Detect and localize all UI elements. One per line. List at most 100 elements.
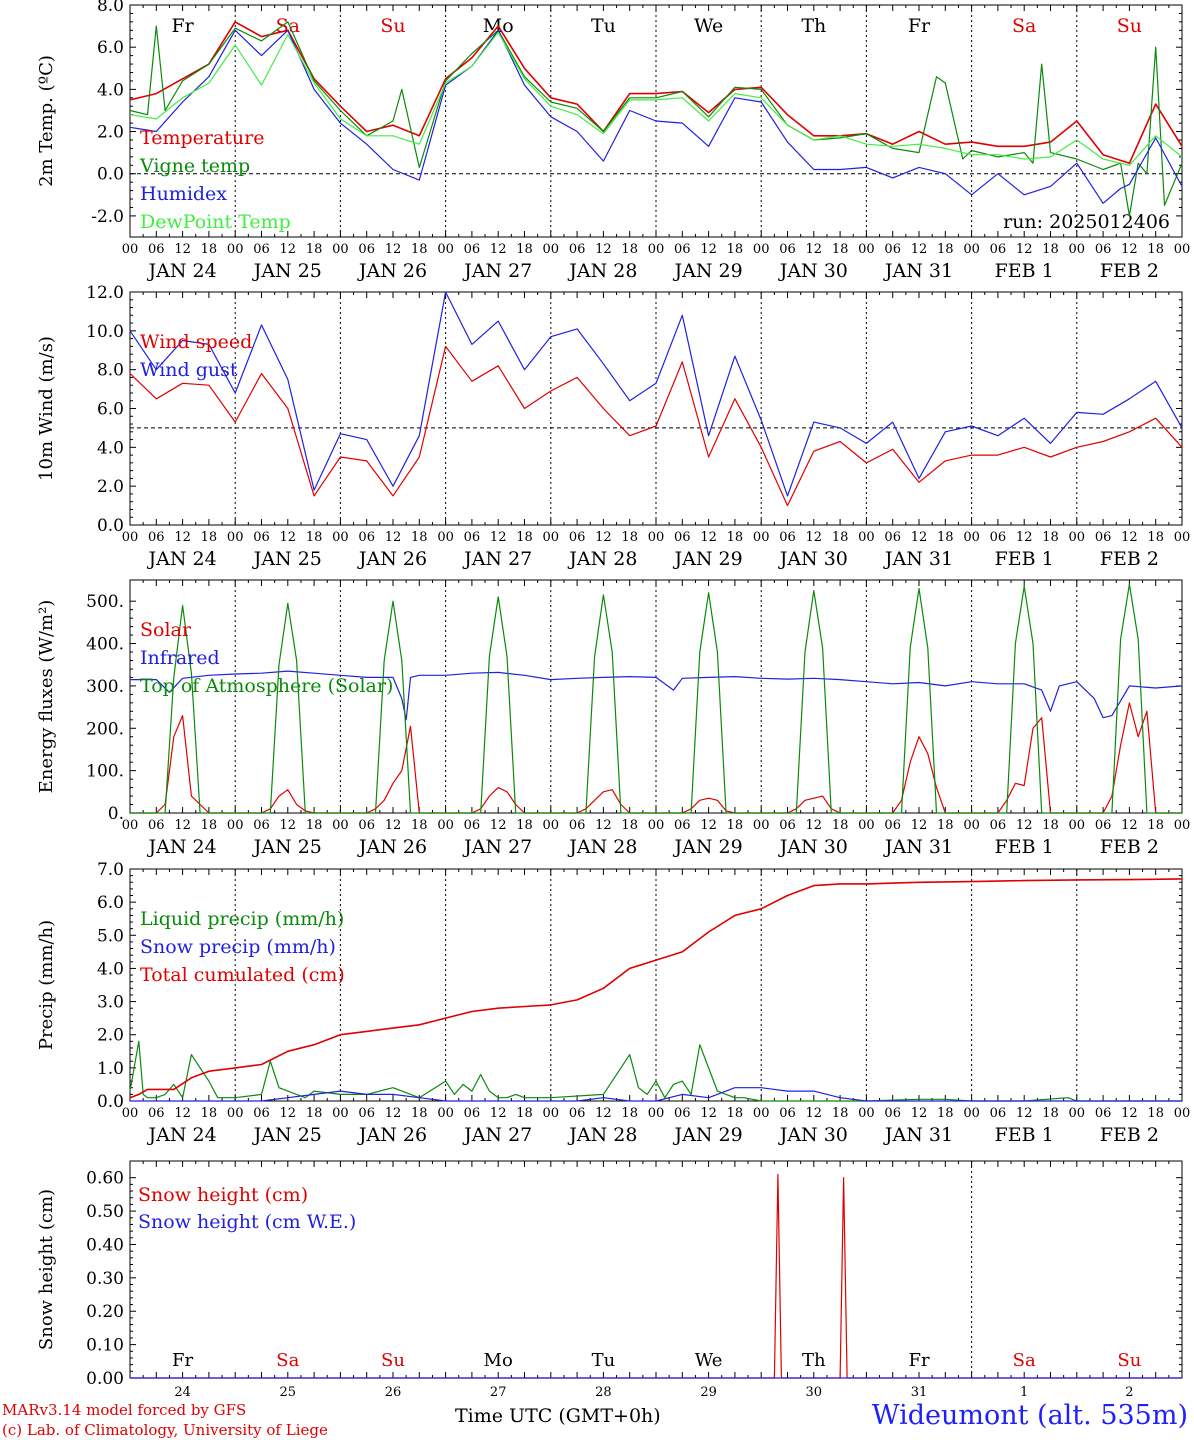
y-tick-label: 4.0 (97, 959, 124, 979)
hour-tick-label: 00 (963, 242, 980, 257)
hour-tick-label: 12 (385, 242, 402, 257)
day-label: JAN 30 (778, 836, 848, 858)
y-tick-label: 0.60 (86, 1169, 124, 1189)
series-line-precip-2 (129, 878, 1183, 1099)
hour-tick-label: 00 (858, 530, 875, 545)
hour-tick-label: 00 (648, 818, 665, 833)
hour-tick-label: 18 (516, 242, 533, 257)
panel-wind: 0.0 2.0 4.0 6.0 8.0 10.0 12.0 10m Wind (m/s) 00 0… (36, 283, 1190, 570)
hour-tick-label: 06 (569, 530, 586, 545)
y-axis-label: Energy fluxes (W/m²) (36, 600, 57, 794)
legend-entry: Top of Atmosphere (Solar) (140, 675, 393, 697)
hour-tick-label: 12 (490, 1106, 507, 1121)
day-label: JAN 24 (147, 260, 217, 282)
hour-tick-label: 18 (1042, 242, 1059, 257)
hour-tick-label: 06 (990, 1106, 1007, 1121)
hour-tick-label: 00 (753, 818, 770, 833)
hour-tick-label: 00 (753, 530, 770, 545)
credit-line-lab: (c) Lab. of Climatology, University of L… (2, 1421, 328, 1439)
y-tick-label: 400. (86, 635, 124, 655)
weekday-label: Tu (592, 1350, 616, 1371)
hour-tick-label: 06 (148, 530, 165, 545)
weekday-label: Su (1117, 1350, 1141, 1371)
day-label: JAN 28 (567, 836, 637, 858)
legend-entry: Liquid precip (mm/h) (140, 908, 344, 930)
hour-tick-label: 00 (1069, 818, 1086, 833)
hour-tick-label: 06 (253, 242, 270, 257)
hour-tick-label: 06 (1095, 818, 1112, 833)
legend-entry: Snow height (cm W.E.) (138, 1211, 356, 1233)
hour-tick-label: 12 (700, 242, 717, 257)
hour-tick-label: 00 (753, 1106, 770, 1121)
day-number-label: 31 (911, 1385, 928, 1400)
hour-tick-label: 12 (806, 242, 823, 257)
hour-tick-label: 00 (858, 1106, 875, 1121)
hour-tick-label: 06 (779, 242, 796, 257)
y-tick-label: 0.00 (86, 1369, 124, 1389)
y-tick-label: 8.0 (97, 0, 124, 16)
hour-tick-label: 06 (253, 818, 270, 833)
hour-tick-label: 00 (1174, 242, 1191, 257)
day-number-label: 1 (1020, 1385, 1028, 1400)
hour-tick-label: 06 (1095, 242, 1112, 257)
day-label: JAN 25 (252, 1124, 322, 1146)
hour-tick-label: 06 (779, 1106, 796, 1121)
hour-tick-label: 00 (437, 530, 454, 545)
hour-tick-label: 12 (280, 1106, 297, 1121)
hour-tick-label: 18 (306, 530, 323, 545)
y-tick-label: 200. (86, 719, 124, 739)
hour-tick-label: 00 (1069, 242, 1086, 257)
legend-entry: Snow precip (mm/h) (140, 936, 336, 958)
hour-tick-label: 00 (122, 242, 139, 257)
hour-tick-label: 06 (253, 530, 270, 545)
y-tick-label: 6.0 (97, 400, 124, 420)
weekday-label: Fr (908, 1350, 929, 1371)
y-tick-label: 0.0 (97, 516, 124, 536)
hour-tick-label: 00 (332, 530, 349, 545)
hour-tick-label: 12 (700, 530, 717, 545)
hour-tick-label: 12 (174, 530, 191, 545)
hour-tick-label: 12 (490, 242, 507, 257)
weekday-label: Fr (908, 15, 931, 37)
hour-tick-label: 06 (990, 818, 1007, 833)
hour-tick-label: 06 (884, 1106, 901, 1121)
hour-tick-label: 12 (806, 818, 823, 833)
day-label: JAN 24 (147, 836, 217, 858)
hour-tick-label: 18 (201, 1106, 218, 1121)
hour-tick-label: 06 (358, 818, 375, 833)
hour-tick-label: 06 (569, 242, 586, 257)
x-axis-title: Time UTC (GMT+0h) (455, 1405, 661, 1427)
day-label: JAN 29 (673, 1124, 743, 1146)
hour-tick-label: 00 (1069, 530, 1086, 545)
series-line-energy-1 (130, 670, 1183, 721)
legend-entry: Humidex (140, 183, 227, 205)
hour-tick-label: 18 (937, 530, 954, 545)
day-label: FEB 1 (995, 1124, 1054, 1146)
hour-tick-label: 06 (253, 1106, 270, 1121)
hour-tick-label: 06 (358, 1106, 375, 1121)
series-line-temperature-1 (129, 21, 1183, 217)
hour-tick-label: 18 (516, 818, 533, 833)
hour-tick-label: 06 (990, 242, 1007, 257)
y-tick-label: 4.0 (97, 438, 124, 458)
y-tick-label: 12.0 (86, 283, 124, 303)
series-line-temperature-2 (129, 29, 1183, 204)
hour-tick-label: 06 (569, 1106, 586, 1121)
hour-tick-label: 18 (621, 242, 638, 257)
series-line-wind-0 (129, 345, 1183, 507)
hour-tick-label: 00 (1174, 530, 1191, 545)
y-tick-label: 6.0 (97, 38, 124, 58)
hour-tick-label: 12 (1121, 242, 1138, 257)
hour-tick-label: 12 (1121, 1106, 1138, 1121)
y-tick-label: 100. (86, 762, 124, 782)
hour-tick-label: 12 (174, 1106, 191, 1121)
hour-tick-label: 18 (516, 1106, 533, 1121)
hour-tick-label: 00 (963, 818, 980, 833)
day-label: JAN 29 (673, 260, 743, 282)
hour-tick-label: 12 (911, 530, 928, 545)
series-line-temperature-0 (129, 21, 1183, 164)
day-label: JAN 29 (673, 836, 743, 858)
hour-tick-label: 00 (543, 818, 560, 833)
day-label: JAN 26 (357, 1124, 427, 1146)
